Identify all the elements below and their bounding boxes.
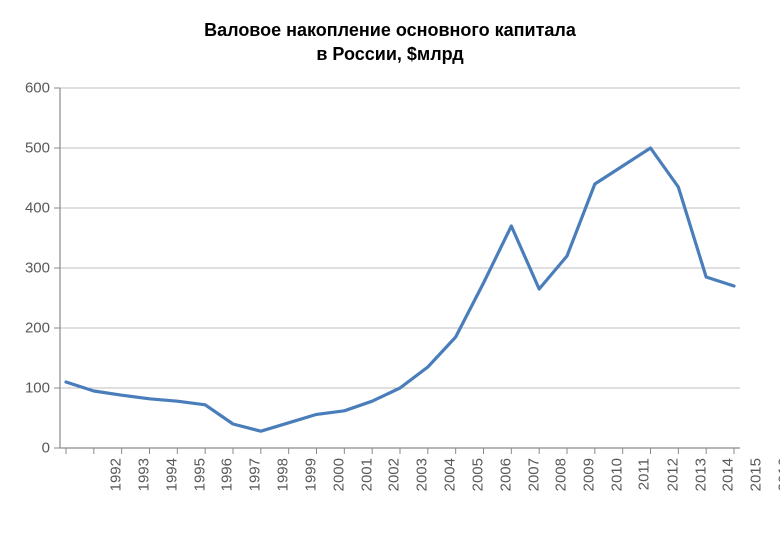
ytick-label: 100 xyxy=(10,380,50,397)
xtick-label: 2015 xyxy=(748,458,765,491)
ytick-label: 300 xyxy=(10,260,50,277)
xtick-label: 1999 xyxy=(302,458,319,491)
xtick-label: 1996 xyxy=(219,458,236,491)
xtick-label: 2007 xyxy=(525,458,542,491)
xtick-label: 2006 xyxy=(497,458,514,491)
chart-svg xyxy=(60,88,740,448)
xtick-label: 2002 xyxy=(386,458,403,491)
xtick-label: 2008 xyxy=(553,458,570,491)
xtick-label: 2012 xyxy=(664,458,681,491)
data-line xyxy=(66,148,734,431)
xtick-label: 1998 xyxy=(274,458,291,491)
ytick-label: 400 xyxy=(10,200,50,217)
xtick-label: 2003 xyxy=(414,458,431,491)
xtick-label: 2005 xyxy=(469,458,486,491)
xtick-label: 1995 xyxy=(191,458,208,491)
xtick-label: 2001 xyxy=(358,458,375,491)
xtick-label: 2004 xyxy=(441,458,458,491)
xtick-label: 2014 xyxy=(720,458,737,491)
xtick-label: 2000 xyxy=(330,458,347,491)
xtick-label: 2010 xyxy=(608,458,625,491)
xtick-label: 1993 xyxy=(135,458,152,491)
xtick-label: 1997 xyxy=(247,458,264,491)
xtick-label: 1992 xyxy=(107,458,124,491)
xtick-label: 2013 xyxy=(692,458,709,491)
ytick-label: 600 xyxy=(10,80,50,97)
chart-title: Валовое накопление основного капитала в … xyxy=(0,18,780,67)
xtick-label: 2016 xyxy=(775,458,780,491)
plot-area: 0100200300400500600199219931994199519961… xyxy=(60,88,740,448)
ytick-label: 0 xyxy=(10,440,50,457)
ytick-label: 500 xyxy=(10,140,50,157)
chart-title-line1: Валовое накопление основного капитала xyxy=(0,18,780,42)
ytick-label: 200 xyxy=(10,320,50,337)
xtick-label: 2009 xyxy=(581,458,598,491)
xtick-label: 2011 xyxy=(635,458,652,490)
xtick-label: 1994 xyxy=(163,458,180,491)
chart-title-line2: в России, $млрд xyxy=(0,42,780,66)
